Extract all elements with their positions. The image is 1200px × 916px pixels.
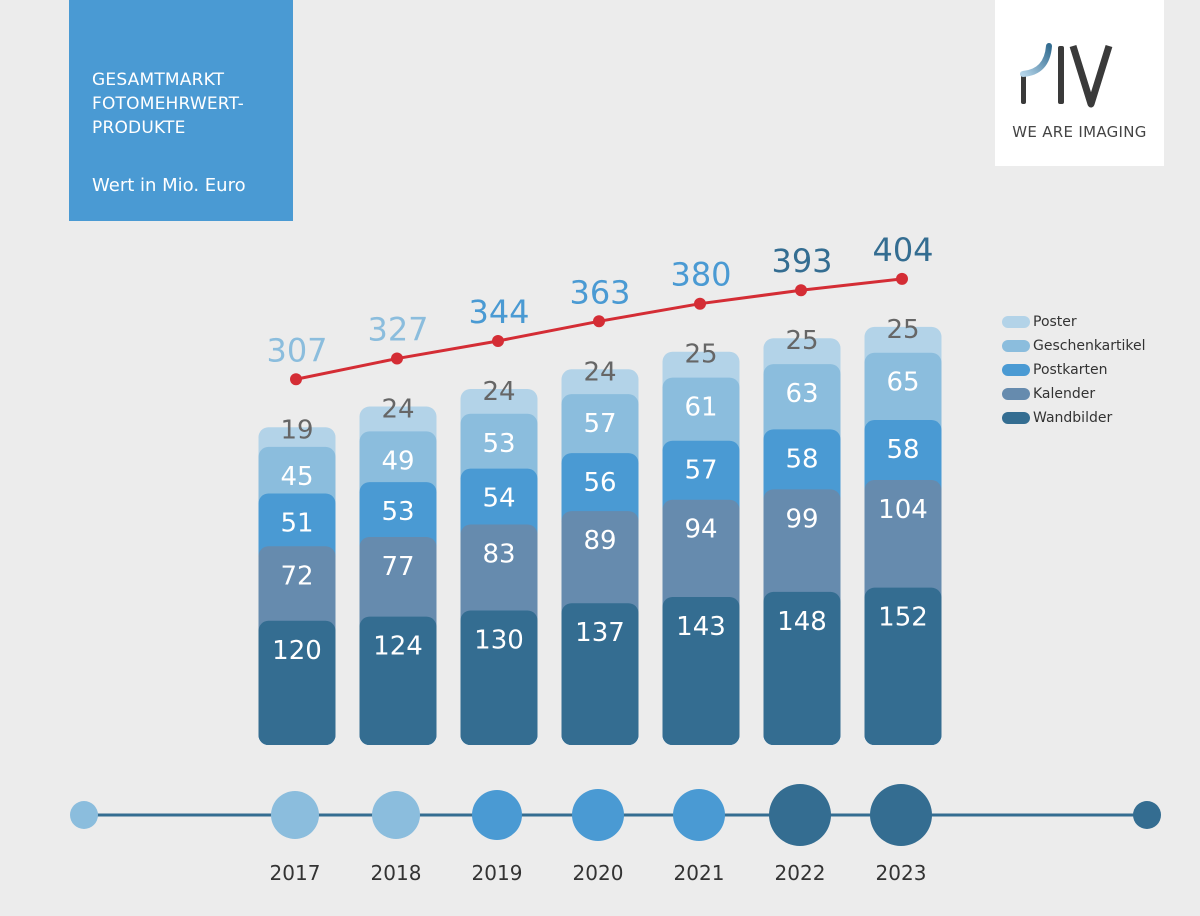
segment-value-label: 24 [583, 357, 616, 387]
year-label: 2020 [573, 861, 624, 885]
segment-value-label: 65 [886, 368, 919, 398]
legend-label: Postkarten [1033, 362, 1108, 378]
year-label: 2021 [674, 861, 725, 885]
segment-value-label: 120 [272, 636, 322, 666]
total-value-label: 404 [872, 231, 933, 269]
segment-value-label: 58 [886, 435, 919, 465]
year-label: 2018 [371, 861, 422, 885]
timeline-dot-2018 [372, 791, 420, 839]
legend-item-kalender: Kalender [1002, 382, 1146, 406]
legend-item-wandbilder: Wandbilder [1002, 406, 1146, 430]
legend-swatch [1002, 340, 1030, 352]
timeline-dot-2019 [472, 790, 522, 840]
legend-label: Geschenkartikel [1033, 338, 1146, 354]
total-value-label: 380 [670, 256, 731, 294]
total-value-label: 307 [266, 331, 327, 369]
total-value-label: 344 [468, 293, 529, 331]
segment-value-label: 104 [878, 495, 928, 525]
segment-value-label: 57 [583, 409, 616, 439]
year-label: 2017 [270, 861, 321, 885]
segment-value-label: 99 [785, 504, 818, 534]
bar-segment-wandbilder-2022 [763, 591, 841, 745]
segment-value-label: 152 [878, 603, 928, 633]
segment-value-label: 25 [886, 315, 919, 345]
total-value-label: 393 [771, 242, 832, 280]
segment-value-label: 83 [482, 540, 515, 570]
segment-value-label: 51 [280, 508, 313, 538]
bar-segment-wandbilder-2020 [561, 603, 639, 745]
logo-tagline: WE ARE IMAGING [1012, 123, 1147, 141]
legend-swatch [1002, 364, 1030, 376]
timeline-dot-2017 [271, 791, 319, 839]
timeline-dot-2020 [572, 789, 624, 841]
segment-value-label: 24 [482, 377, 515, 407]
title-line-3: PRODUKTE [92, 118, 186, 138]
chart-title: GESAMTMARKT FOTOMEHRWERT- PRODUKTE [92, 68, 244, 140]
segment-value-label: 19 [280, 415, 313, 445]
segment-value-label: 45 [280, 462, 313, 492]
bar-segment-wandbilder-2019 [460, 610, 538, 745]
total-point-2017 [290, 373, 302, 386]
year-label: 2023 [876, 861, 927, 885]
segment-value-label: 56 [583, 468, 616, 498]
legend-swatch [1002, 388, 1030, 400]
segment-value-label: 137 [575, 618, 625, 648]
segment-value-label: 25 [785, 326, 818, 356]
total-point-2018 [391, 352, 403, 365]
bar-segment-wandbilder-2023 [864, 587, 942, 745]
segment-value-label: 61 [684, 393, 717, 423]
legend-swatch [1002, 412, 1030, 424]
segment-value-label: 77 [381, 552, 414, 582]
legend-item-geschenkartikel: Geschenkartikel [1002, 334, 1146, 358]
legend-label: Poster [1033, 314, 1077, 330]
total-point-2019 [492, 334, 504, 347]
segment-value-label: 57 [684, 456, 717, 486]
title-panel: GESAMTMARKT FOTOMEHRWERT- PRODUKTE Wert … [69, 0, 293, 221]
segment-value-label: 124 [373, 632, 423, 662]
segment-value-label: 72 [280, 561, 313, 591]
timeline-end-dot [1133, 801, 1161, 829]
legend-label: Wandbilder [1033, 410, 1113, 426]
title-line-2: FOTOMEHRWERT- [92, 94, 244, 114]
segment-value-label: 58 [785, 444, 818, 474]
total-point-2023 [896, 272, 908, 285]
bar-segment-wandbilder-2017 [258, 620, 336, 745]
segment-value-label: 94 [684, 515, 717, 545]
segment-value-label: 24 [381, 395, 414, 425]
bar-segment-wandbilder-2021 [662, 596, 740, 745]
legend-item-postkarten: Postkarten [1002, 358, 1146, 382]
segment-value-label: 143 [676, 612, 726, 642]
segment-value-label: 54 [482, 484, 515, 514]
total-value-label: 363 [569, 273, 630, 311]
piv-logo: WE ARE IMAGING [995, 0, 1164, 166]
timeline-dot-2021 [673, 789, 725, 841]
segment-value-label: 25 [684, 340, 717, 370]
total-point-2021 [694, 297, 706, 310]
year-label: 2019 [472, 861, 523, 885]
segment-value-label: 148 [777, 607, 827, 637]
segment-value-label: 130 [474, 625, 524, 655]
legend-item-poster: Poster [1002, 310, 1146, 334]
timeline-dot-2022 [769, 784, 831, 846]
total-point-2022 [795, 284, 807, 297]
segment-value-label: 53 [381, 497, 414, 527]
segment-value-label: 53 [482, 429, 515, 459]
title-line-1: GESAMTMARKT [92, 70, 225, 90]
timeline-start-dot [70, 801, 98, 829]
segment-value-label: 63 [785, 379, 818, 409]
piv-logo-mark-icon [1020, 43, 1113, 108]
total-point-2020 [593, 315, 605, 328]
segment-value-label: 89 [583, 526, 616, 556]
total-value-label: 327 [367, 311, 428, 349]
timeline-dot-2023 [870, 784, 932, 846]
legend-swatch [1002, 316, 1030, 328]
year-label: 2022 [775, 861, 826, 885]
legend-label: Kalender [1033, 386, 1096, 402]
chart-subtitle: Wert in Mio. Euro [92, 175, 246, 196]
chart-legend: Poster Geschenkartikel Postkarten Kalender W… [1002, 310, 1146, 430]
bar-segment-wandbilder-2018 [359, 616, 437, 745]
segment-value-label: 49 [381, 446, 414, 476]
